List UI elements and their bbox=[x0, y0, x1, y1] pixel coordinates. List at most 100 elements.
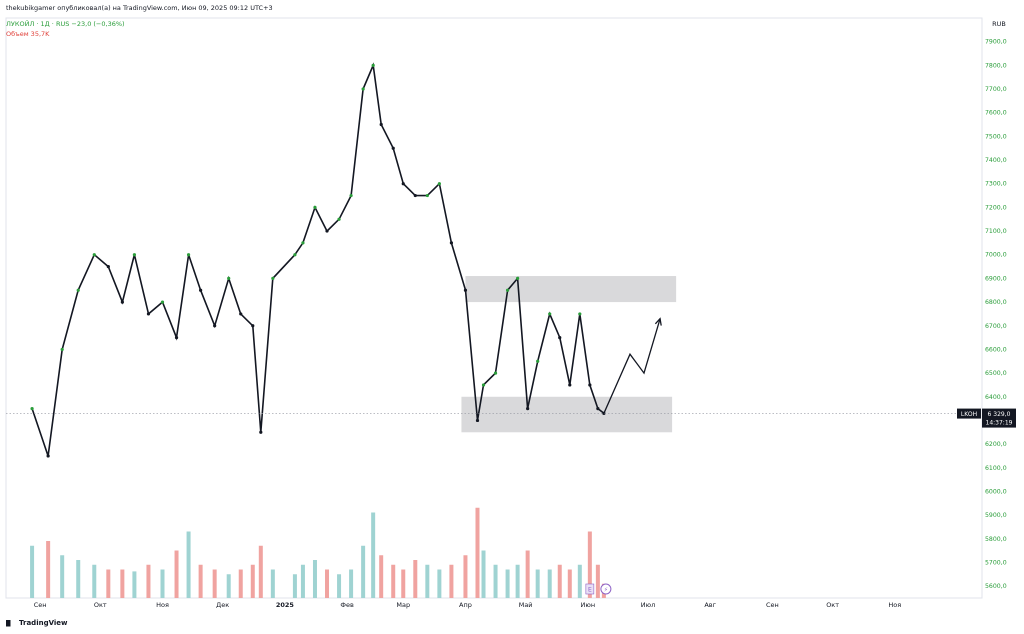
volume-bar bbox=[337, 574, 342, 598]
price-point bbox=[227, 276, 231, 281]
y-tick-label: 7700,0 bbox=[985, 86, 1007, 93]
price-point bbox=[475, 418, 480, 423]
dividend-marker[interactable] bbox=[600, 583, 612, 595]
x-tick-label: Мар bbox=[396, 601, 410, 609]
x-tick-label: Ноя bbox=[888, 601, 901, 609]
y-tick-label: 6800,0 bbox=[985, 299, 1007, 306]
y-tick-label: 7800,0 bbox=[985, 62, 1007, 69]
volume-bar bbox=[413, 560, 418, 598]
volume-bar bbox=[76, 560, 81, 598]
price-point bbox=[505, 288, 510, 292]
price-point bbox=[449, 241, 454, 245]
price-point bbox=[160, 300, 165, 304]
dividend-marker-label: ⚡ bbox=[604, 587, 608, 594]
price-point bbox=[401, 182, 405, 186]
volume-bar bbox=[106, 569, 111, 598]
volume-bar bbox=[391, 564, 396, 598]
price-point bbox=[239, 312, 243, 316]
price-point bbox=[251, 324, 255, 328]
price-point bbox=[481, 383, 486, 387]
volume-bar bbox=[174, 550, 179, 598]
symbol-legend[interactable]: ЛУКОЙЛ · 1Д · RUS −23,0 (−0,36%) bbox=[6, 20, 125, 28]
volume-bar bbox=[292, 574, 297, 598]
y-tick-label: 6000,0 bbox=[985, 488, 1007, 495]
volume-bar bbox=[46, 541, 51, 598]
volume-bar bbox=[146, 564, 151, 598]
y-tick-label: 7400,0 bbox=[985, 157, 1007, 164]
y-tick-label: 6700,0 bbox=[985, 323, 1007, 330]
price-point bbox=[132, 253, 137, 257]
volume-bar bbox=[258, 545, 263, 598]
earnings-marker-label: E bbox=[588, 587, 592, 594]
price-point bbox=[596, 407, 600, 411]
volume-bar bbox=[515, 564, 520, 598]
price-point bbox=[186, 253, 191, 257]
tradingview-logo[interactable]: TradingView bbox=[6, 619, 68, 627]
volume-bar bbox=[371, 512, 376, 598]
price-point bbox=[437, 182, 441, 186]
price-point bbox=[536, 359, 540, 363]
volume-bar bbox=[525, 550, 530, 598]
y-tick-label: 7900,0 bbox=[985, 39, 1007, 46]
volume-bar bbox=[349, 569, 354, 598]
volume-bar bbox=[493, 564, 498, 598]
price-point bbox=[174, 335, 179, 340]
price-point bbox=[30, 407, 34, 411]
volume-bar bbox=[481, 550, 486, 598]
volume-bar bbox=[226, 574, 231, 598]
volume-bar bbox=[238, 569, 243, 598]
volume-bar bbox=[535, 569, 540, 598]
y-tick-label: 7600,0 bbox=[985, 110, 1007, 117]
volume-bar bbox=[30, 545, 35, 598]
tradingview-logo-icon bbox=[6, 619, 11, 627]
price-point bbox=[361, 87, 365, 91]
y-tick-label: 5900,0 bbox=[985, 512, 1007, 519]
volume-legend[interactable]: Объем 35,7K bbox=[6, 30, 50, 38]
volume-bar bbox=[92, 564, 97, 598]
x-tick-label: Авг bbox=[704, 601, 716, 609]
support-zone[interactable] bbox=[461, 396, 673, 433]
x-tick-label: Ноя bbox=[156, 601, 169, 609]
price-point bbox=[313, 205, 317, 209]
x-tick-label: Сен bbox=[34, 601, 47, 609]
price-point bbox=[516, 276, 520, 281]
volume-bar bbox=[505, 569, 510, 598]
volume-bar bbox=[212, 569, 217, 598]
symbol-tag[interactable] bbox=[957, 408, 981, 419]
price-point bbox=[578, 312, 582, 316]
price-point bbox=[120, 300, 124, 304]
resistance-zone[interactable] bbox=[465, 276, 677, 303]
price-point bbox=[568, 383, 572, 387]
price-point bbox=[60, 347, 64, 352]
volume-bar bbox=[577, 564, 582, 598]
volume-bar bbox=[120, 569, 125, 598]
volume-bar bbox=[595, 564, 600, 598]
x-tick-label: 2025 bbox=[276, 601, 295, 609]
x-tick-label: Дек bbox=[216, 601, 229, 609]
price-point bbox=[46, 454, 50, 458]
price-point bbox=[526, 407, 530, 411]
x-tick-label: Июн bbox=[581, 601, 596, 609]
y-tick-label: 5800,0 bbox=[985, 536, 1007, 543]
volume-bar bbox=[379, 555, 384, 598]
price-point bbox=[413, 193, 417, 198]
volume-bar bbox=[160, 569, 165, 598]
x-tick-label: Окт bbox=[94, 601, 107, 609]
last-price-value: 6 329,0 bbox=[988, 411, 1011, 418]
price-point bbox=[259, 430, 263, 434]
volume-bar bbox=[132, 571, 137, 598]
x-tick-label: Апр bbox=[459, 601, 472, 609]
y-tick-label: 6400,0 bbox=[985, 394, 1007, 401]
forecast-path[interactable] bbox=[603, 318, 661, 414]
last-price-tag[interactable] bbox=[982, 408, 1016, 428]
price-point bbox=[371, 63, 375, 67]
earnings-marker[interactable] bbox=[585, 583, 595, 595]
y-tick-label: 6900,0 bbox=[985, 275, 1007, 282]
price-point bbox=[301, 241, 305, 245]
currency-label: RUB bbox=[992, 20, 1006, 28]
x-tick-label: Июл bbox=[641, 601, 656, 609]
y-tick-label: 7300,0 bbox=[985, 181, 1007, 188]
price-point bbox=[463, 288, 468, 292]
price-point bbox=[558, 335, 562, 340]
